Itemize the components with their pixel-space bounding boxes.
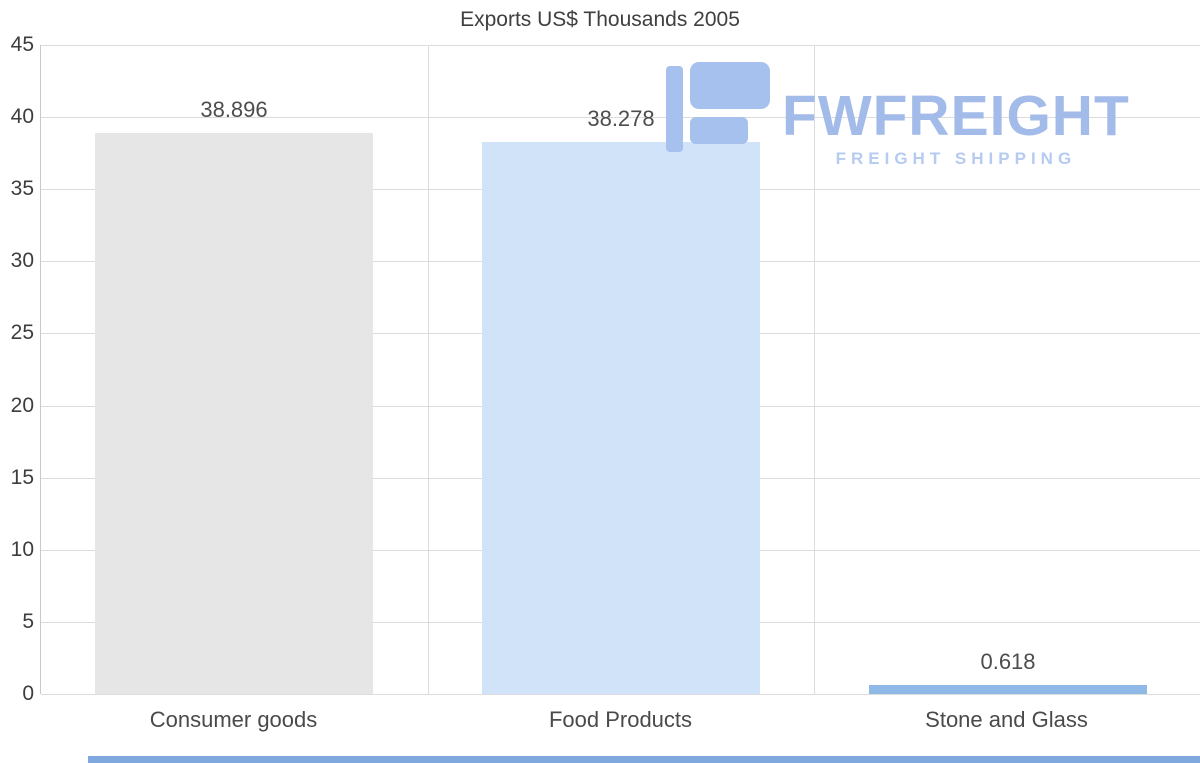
y-tick-label: 0: [22, 682, 34, 705]
gridline-horizontal: [41, 117, 1200, 119]
fwfreight-logo-icon: [646, 62, 770, 157]
x-category-label: Stone and Glass: [925, 707, 1088, 732]
watermark-brand: FWFREIGHT: [782, 84, 1130, 148]
bar-consumer-goods: [95, 133, 373, 694]
bar-value-label: 0.618: [980, 649, 1036, 674]
bar-value-label: 38.278: [587, 106, 655, 131]
y-tick-label: 5: [22, 609, 34, 633]
y-tick-label: 10: [10, 537, 34, 561]
gridline-vertical: [814, 45, 815, 694]
gridline-horizontal: [41, 45, 1200, 46]
y-tick-label: 20: [10, 393, 34, 417]
bar-food-products: [482, 142, 760, 694]
plot-area: 38.896 38.278 0.618: [40, 45, 1200, 695]
x-category-label: Food Products: [548, 707, 693, 732]
y-tick-label: 25: [10, 321, 34, 345]
watermark-text: FWFREIGHT FREIGHT SHIPPING: [782, 62, 1130, 169]
x-category-label: Consumer goods: [149, 707, 318, 732]
bar-stone-and-glass: [869, 685, 1147, 694]
watermark-tagline: FREIGHT SHIPPING: [835, 149, 1077, 168]
gridline-vertical: [428, 45, 429, 694]
chart-title: Exports US$ Thousands 2005: [460, 8, 740, 31]
watermark: FWFREIGHT FREIGHT SHIPPING: [646, 62, 1130, 169]
y-tick-label: 15: [10, 465, 34, 489]
y-tick-label: 30: [10, 249, 34, 273]
bottom-blue-strip: [88, 756, 1200, 763]
y-tick-label: 40: [10, 105, 34, 129]
gridline-horizontal: [41, 694, 1200, 695]
y-tick-label: 45: [10, 33, 34, 56]
y-tick-label: 35: [10, 177, 34, 201]
bar-value-label: 38.896: [200, 97, 268, 122]
